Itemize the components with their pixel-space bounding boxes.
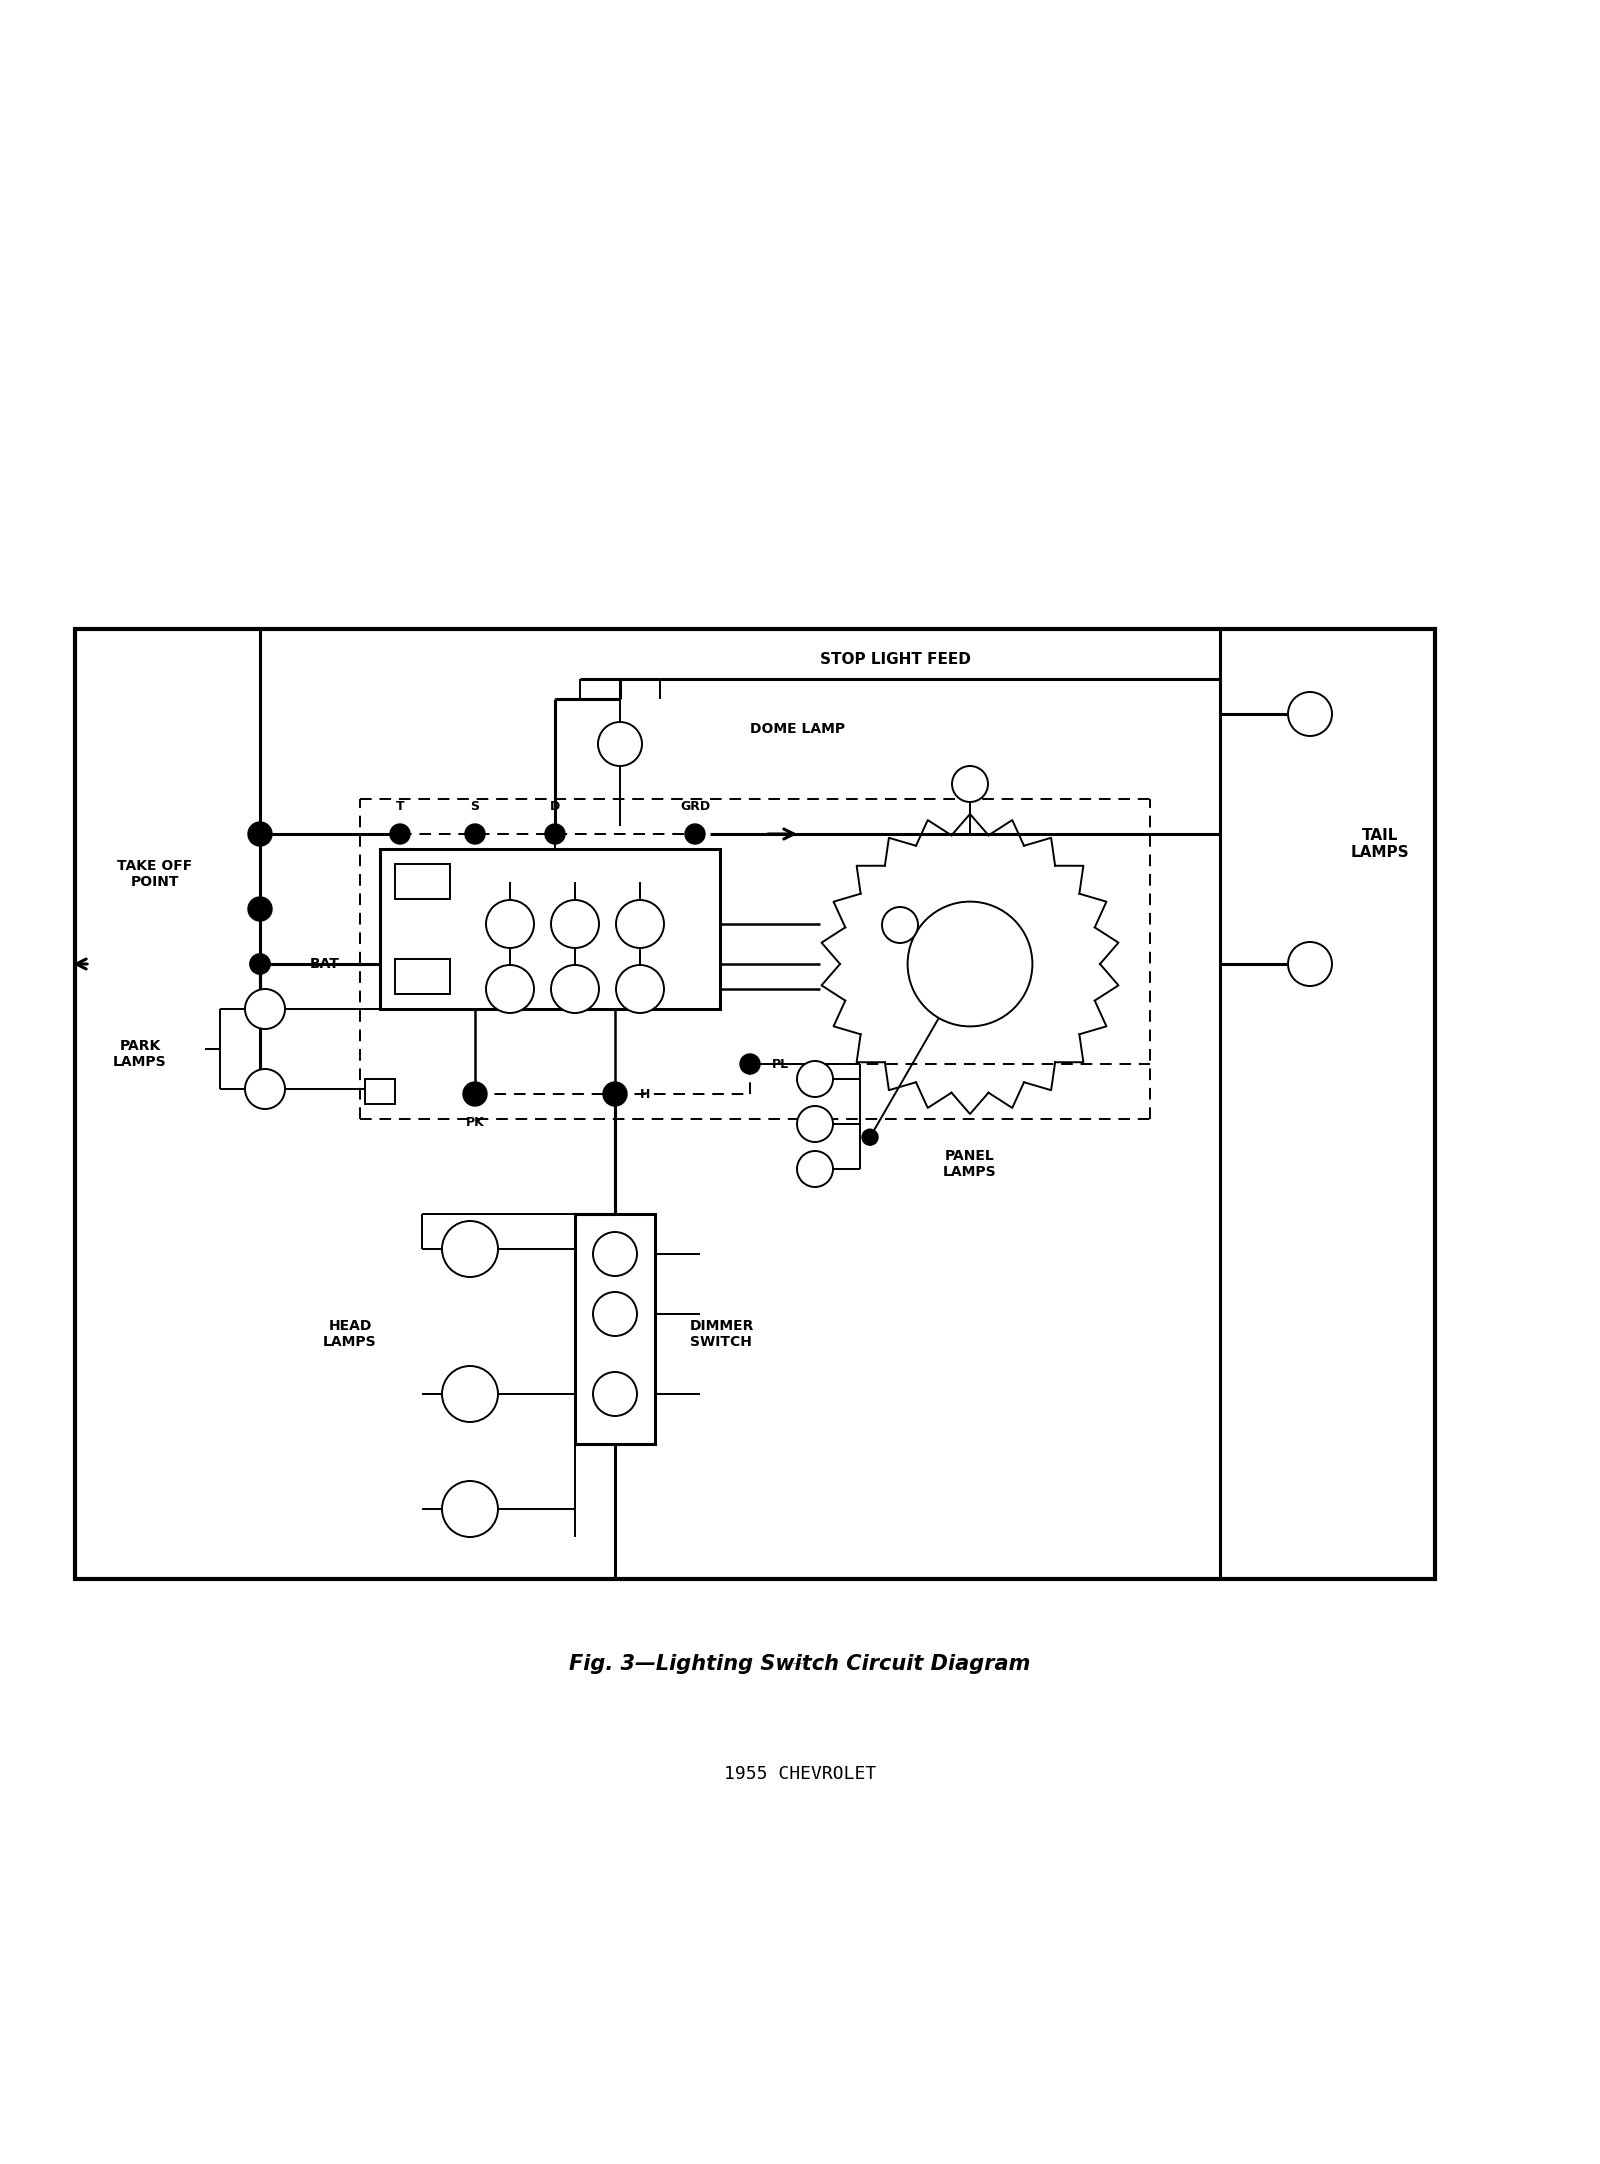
Bar — [365, 1080, 395, 1104]
Bar — [381, 848, 720, 1008]
Text: T: T — [395, 799, 405, 812]
Text: H: H — [640, 1088, 650, 1101]
Text: TAIL
LAMPS: TAIL LAMPS — [1350, 829, 1410, 861]
Circle shape — [616, 965, 664, 1013]
Bar — [395, 959, 450, 993]
Circle shape — [1288, 941, 1331, 987]
Circle shape — [245, 989, 285, 1030]
Circle shape — [486, 900, 534, 948]
Text: PK: PK — [466, 1114, 485, 1127]
Text: D: D — [550, 799, 560, 812]
Circle shape — [797, 1106, 834, 1143]
Text: Fig. 3—Lighting Switch Circuit Diagram: Fig. 3—Lighting Switch Circuit Diagram — [570, 1653, 1030, 1675]
Circle shape — [462, 1082, 486, 1106]
Circle shape — [952, 766, 987, 803]
Circle shape — [616, 900, 664, 948]
Circle shape — [1288, 692, 1331, 736]
Circle shape — [862, 1130, 878, 1145]
Circle shape — [594, 1231, 637, 1277]
Circle shape — [442, 1220, 498, 1277]
Text: DIMMER
SWITCH: DIMMER SWITCH — [690, 1318, 754, 1348]
Circle shape — [550, 900, 598, 948]
Circle shape — [245, 1069, 285, 1108]
Bar — [75, 630, 1435, 1580]
Text: BAT: BAT — [310, 956, 339, 972]
Text: 1955 CHEVROLET: 1955 CHEVROLET — [723, 1766, 877, 1783]
Bar — [574, 1214, 654, 1443]
Circle shape — [442, 1365, 498, 1422]
Text: GRD: GRD — [680, 799, 710, 812]
Circle shape — [797, 1151, 834, 1188]
Text: HEAD
LAMPS: HEAD LAMPS — [323, 1318, 378, 1348]
Text: PL: PL — [771, 1058, 789, 1071]
Circle shape — [598, 723, 642, 766]
Circle shape — [466, 824, 485, 844]
Circle shape — [250, 954, 270, 974]
Circle shape — [594, 1292, 637, 1335]
Text: S: S — [470, 799, 480, 812]
Circle shape — [390, 824, 410, 844]
Circle shape — [250, 954, 270, 974]
Bar — [395, 863, 450, 898]
Text: PARK
LAMPS: PARK LAMPS — [114, 1039, 166, 1069]
Circle shape — [248, 898, 272, 922]
Circle shape — [882, 907, 918, 944]
Circle shape — [442, 1480, 498, 1536]
Text: PANEL
LAMPS: PANEL LAMPS — [942, 1149, 997, 1179]
Circle shape — [739, 1054, 760, 1073]
Circle shape — [603, 1082, 627, 1106]
Circle shape — [486, 965, 534, 1013]
Circle shape — [546, 824, 565, 844]
Circle shape — [685, 824, 706, 844]
Text: DOME LAMP: DOME LAMP — [750, 723, 845, 736]
Circle shape — [907, 902, 1032, 1026]
Circle shape — [248, 822, 272, 846]
Circle shape — [550, 965, 598, 1013]
Circle shape — [797, 1060, 834, 1097]
Circle shape — [594, 1372, 637, 1415]
Text: TAKE OFF
POINT: TAKE OFF POINT — [117, 859, 192, 889]
Text: STOP LIGHT FEED: STOP LIGHT FEED — [819, 651, 971, 667]
